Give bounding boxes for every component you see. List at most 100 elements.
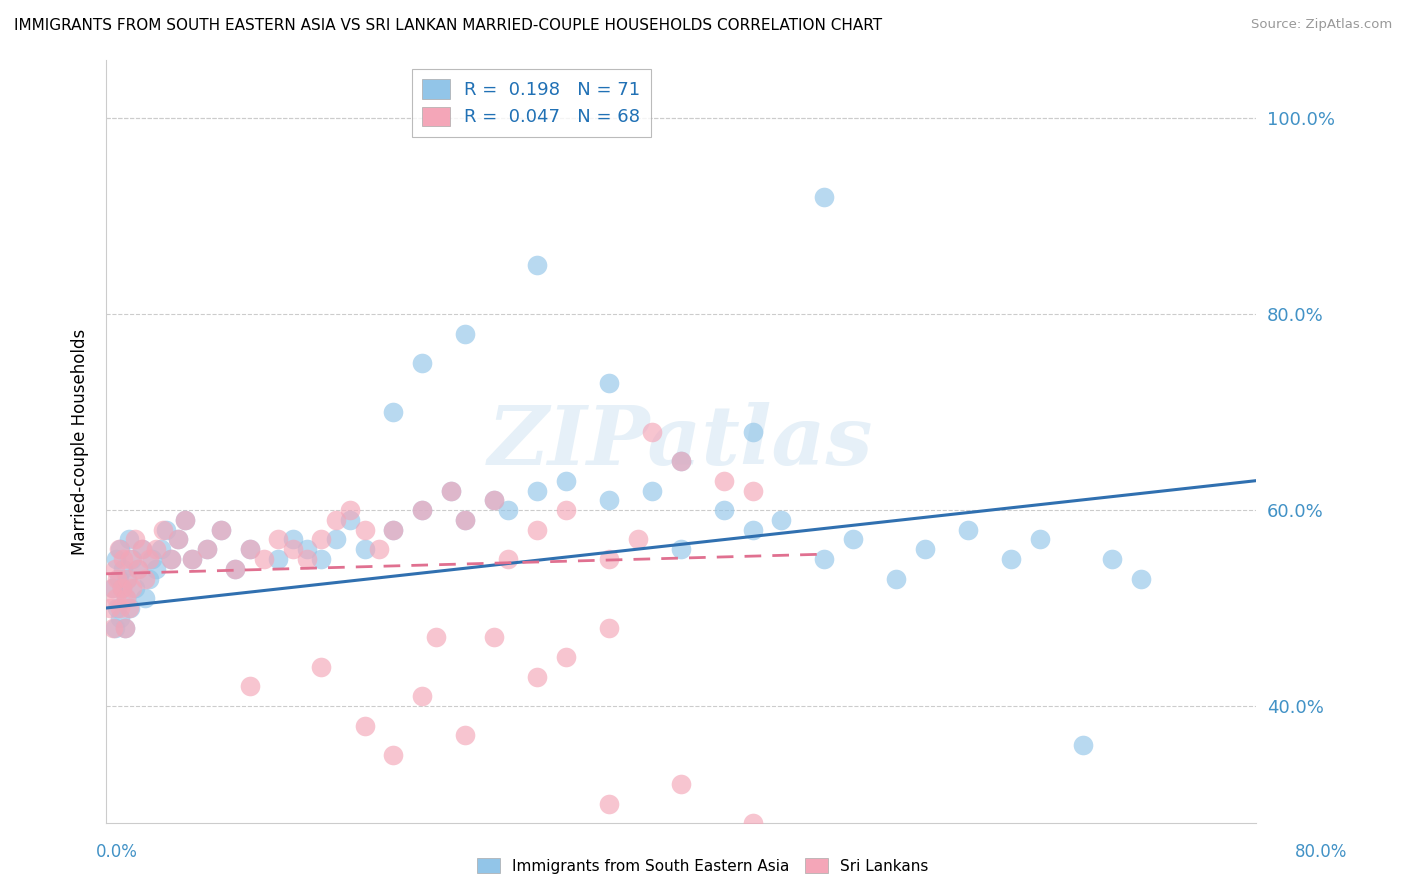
Point: [526, 669, 548, 683]
Point: [598, 552, 620, 566]
Point: [598, 621, 620, 635]
Point: [498, 503, 520, 517]
Point: [131, 542, 153, 557]
Text: IMMIGRANTS FROM SOUTH EASTERN ASIA VS SRI LANKAN MARRIED-COUPLE HOUSEHOLDS CORRE: IMMIGRANTS FROM SOUTH EASTERN ASIA VS SR…: [14, 18, 882, 33]
Point: [669, 542, 692, 557]
Point: [353, 718, 375, 732]
Legend: Immigrants from South Eastern Asia, Sri Lankans: Immigrants from South Eastern Asia, Sri …: [471, 852, 935, 880]
Point: [115, 591, 138, 606]
Point: [111, 582, 134, 596]
Point: [174, 513, 197, 527]
Point: [669, 454, 692, 468]
Point: [114, 621, 136, 635]
Text: ZIPatlas: ZIPatlas: [488, 401, 873, 482]
Point: [224, 562, 246, 576]
Point: [108, 542, 131, 557]
Point: [117, 572, 139, 586]
Point: [598, 493, 620, 508]
Point: [554, 650, 576, 665]
Point: [174, 513, 197, 527]
Point: [124, 582, 146, 596]
Text: 80.0%: 80.0%: [1295, 843, 1347, 861]
Point: [166, 533, 188, 547]
Point: [100, 582, 122, 596]
Point: [121, 552, 143, 566]
Point: [112, 562, 135, 576]
Point: [914, 542, 936, 557]
Point: [813, 190, 835, 204]
Point: [195, 542, 218, 557]
Point: [440, 483, 463, 498]
Point: [239, 542, 262, 557]
Point: [195, 542, 218, 557]
Point: [267, 533, 290, 547]
Point: [117, 572, 139, 586]
Point: [112, 552, 135, 566]
Point: [152, 523, 174, 537]
Legend: R =  0.198   N = 71, R =  0.047   N = 68: R = 0.198 N = 71, R = 0.047 N = 68: [412, 69, 651, 137]
Point: [382, 523, 405, 537]
Point: [482, 493, 505, 508]
Point: [411, 503, 433, 517]
Point: [281, 542, 304, 557]
Point: [138, 572, 160, 586]
Point: [120, 601, 142, 615]
Point: [101, 621, 124, 635]
Point: [741, 425, 763, 439]
Point: [669, 777, 692, 791]
Point: [482, 493, 505, 508]
Point: [440, 483, 463, 498]
Point: [741, 483, 763, 498]
Point: [101, 582, 124, 596]
Point: [526, 523, 548, 537]
Point: [166, 533, 188, 547]
Point: [103, 621, 125, 635]
Point: [627, 533, 650, 547]
Point: [526, 483, 548, 498]
Text: 0.0%: 0.0%: [96, 843, 138, 861]
Point: [267, 552, 290, 566]
Point: [669, 454, 692, 468]
Point: [411, 689, 433, 703]
Point: [224, 562, 246, 576]
Point: [107, 572, 129, 586]
Point: [353, 542, 375, 557]
Point: [114, 621, 136, 635]
Point: [110, 542, 132, 557]
Point: [957, 523, 980, 537]
Point: [598, 797, 620, 811]
Point: [1029, 533, 1052, 547]
Point: [138, 552, 160, 566]
Point: [339, 503, 361, 517]
Point: [411, 503, 433, 517]
Point: [134, 572, 156, 586]
Point: [770, 513, 793, 527]
Point: [325, 513, 347, 527]
Point: [526, 258, 548, 272]
Point: [120, 552, 142, 566]
Point: [713, 503, 735, 517]
Point: [382, 405, 405, 419]
Point: [127, 562, 149, 576]
Point: [1071, 738, 1094, 752]
Point: [382, 747, 405, 762]
Point: [209, 523, 232, 537]
Point: [1101, 552, 1123, 566]
Point: [239, 542, 262, 557]
Point: [118, 533, 141, 547]
Point: [741, 523, 763, 537]
Point: [209, 523, 232, 537]
Point: [339, 513, 361, 527]
Point: [482, 631, 505, 645]
Point: [127, 562, 149, 576]
Point: [325, 533, 347, 547]
Point: [110, 611, 132, 625]
Point: [295, 552, 318, 566]
Point: [124, 533, 146, 547]
Point: [155, 523, 177, 537]
Point: [886, 572, 908, 586]
Point: [159, 552, 181, 566]
Point: [425, 631, 447, 645]
Point: [159, 552, 181, 566]
Point: [454, 513, 477, 527]
